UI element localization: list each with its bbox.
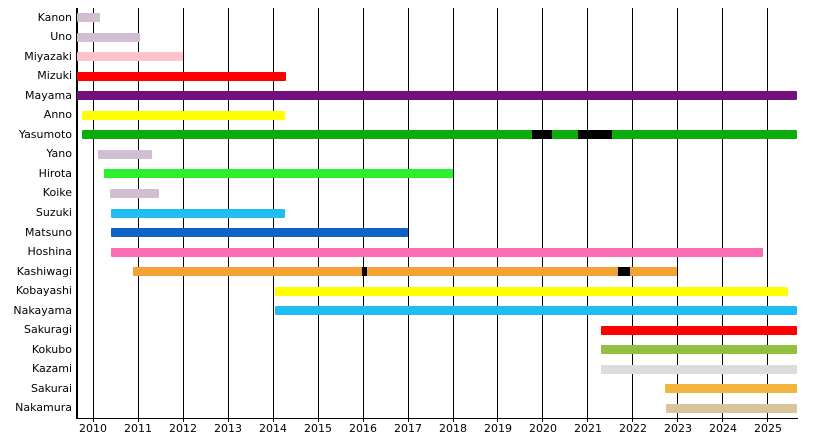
- gantt-bar: [132, 267, 677, 277]
- gantt-bar: [104, 169, 453, 179]
- gantt-bar: [275, 286, 788, 296]
- x-tick-label: 2012: [169, 422, 197, 433]
- gantt-bar: [81, 110, 286, 120]
- gantt-bar: [97, 149, 152, 159]
- gantt-bar: [665, 384, 797, 394]
- row-label: Suzuki: [35, 206, 72, 219]
- row-label: Kanon: [37, 10, 72, 24]
- bar-break-segment: [578, 130, 612, 140]
- year-gridline: [362, 8, 364, 418]
- row-label: Anno: [43, 108, 72, 122]
- x-tick-label: 2019: [483, 422, 512, 433]
- gantt-bar: [275, 306, 797, 316]
- row-label: Sakuragi: [23, 323, 72, 337]
- year-gridline: [407, 8, 409, 418]
- gantt-bar: [665, 403, 797, 413]
- row-label: Sakurai: [30, 381, 72, 395]
- x-tick-label: 2022: [618, 422, 647, 433]
- x-tick-label: 2024: [708, 422, 737, 433]
- x-tick-label: 2018: [439, 422, 467, 433]
- row-label: Miyazaki: [24, 49, 72, 63]
- x-tick-label: 2020: [528, 422, 557, 433]
- year-gridline: [587, 8, 589, 418]
- x-axis-tick: [632, 418, 634, 422]
- row-label: Nakamura: [15, 401, 72, 415]
- row-label: Hoshina: [27, 245, 72, 259]
- year-gridline: [722, 8, 724, 418]
- x-tick-label: 2014: [259, 422, 287, 433]
- y-axis-line: [76, 8, 78, 418]
- x-axis-tick: [362, 418, 364, 422]
- x-tick-label: 2021: [573, 422, 602, 433]
- x-tick-label: 2015: [304, 422, 332, 433]
- x-axis-tick: [317, 418, 319, 422]
- gantt-bar: [601, 364, 797, 374]
- gantt-bar: [77, 52, 183, 62]
- gantt-bar: [111, 208, 286, 218]
- x-tick-label: 2011: [124, 422, 153, 433]
- x-tick-label: 2010: [79, 422, 108, 433]
- x-axis-line: [76, 417, 798, 419]
- gantt-bar: [77, 91, 797, 101]
- gantt-bar: [77, 32, 141, 42]
- x-axis-tick: [227, 418, 229, 422]
- bar-break-segment: [362, 267, 368, 277]
- bar-break-segment: [531, 130, 552, 140]
- x-axis-tick: [182, 418, 184, 422]
- x-axis-tick: [272, 418, 274, 422]
- x-axis-tick: [767, 418, 769, 422]
- gantt-bar: [111, 228, 408, 238]
- x-axis-tick: [497, 418, 499, 422]
- x-axis-tick: [137, 418, 139, 422]
- x-axis-tick: [92, 418, 94, 422]
- gantt-bar: [111, 247, 763, 257]
- x-axis-tick: [407, 418, 409, 422]
- year-gridline: [452, 8, 454, 418]
- gantt-bar: [81, 130, 797, 140]
- row-label: Koike: [42, 186, 72, 200]
- row-label: Kashiwagi: [16, 264, 72, 278]
- x-axis-tick: [542, 418, 544, 422]
- row-label: Kazami: [31, 362, 72, 376]
- x-tick-label: 2025: [753, 422, 782, 433]
- year-gridline: [677, 8, 679, 418]
- x-axis-tick: [452, 418, 454, 422]
- row-label: Matsuno: [25, 225, 72, 239]
- x-tick-label: 2023: [663, 422, 692, 433]
- row-label: Nakayama: [13, 303, 72, 317]
- x-tick-label: 2016: [349, 422, 377, 433]
- x-axis-tick: [677, 418, 679, 422]
- row-label: Mayama: [25, 88, 72, 102]
- row-label: Yasumoto: [18, 127, 72, 141]
- bar-break-segment: [618, 267, 630, 277]
- gantt-bar: [601, 345, 797, 355]
- year-gridline: [317, 8, 319, 418]
- gantt-bar: [77, 13, 100, 23]
- x-axis-tick: [587, 418, 589, 422]
- row-label: Mizuki: [37, 69, 72, 83]
- year-gridline: [92, 8, 94, 418]
- x-tick-label: 2013: [214, 422, 242, 433]
- row-label: Kobayashi: [15, 284, 72, 298]
- row-label: Uno: [50, 30, 72, 44]
- year-gridline: [767, 8, 769, 418]
- year-gridline: [542, 8, 544, 418]
- gantt-bar: [601, 325, 797, 335]
- x-tick-label: 2017: [394, 422, 422, 433]
- gantt-bar: [77, 71, 287, 81]
- row-label: Hirota: [38, 166, 72, 180]
- row-label: Yano: [46, 147, 72, 161]
- year-gridline: [497, 8, 499, 418]
- year-gridline: [632, 8, 634, 418]
- gantt-bar: [110, 188, 160, 198]
- row-label: Kokubo: [31, 342, 72, 356]
- x-axis-tick: [722, 418, 724, 422]
